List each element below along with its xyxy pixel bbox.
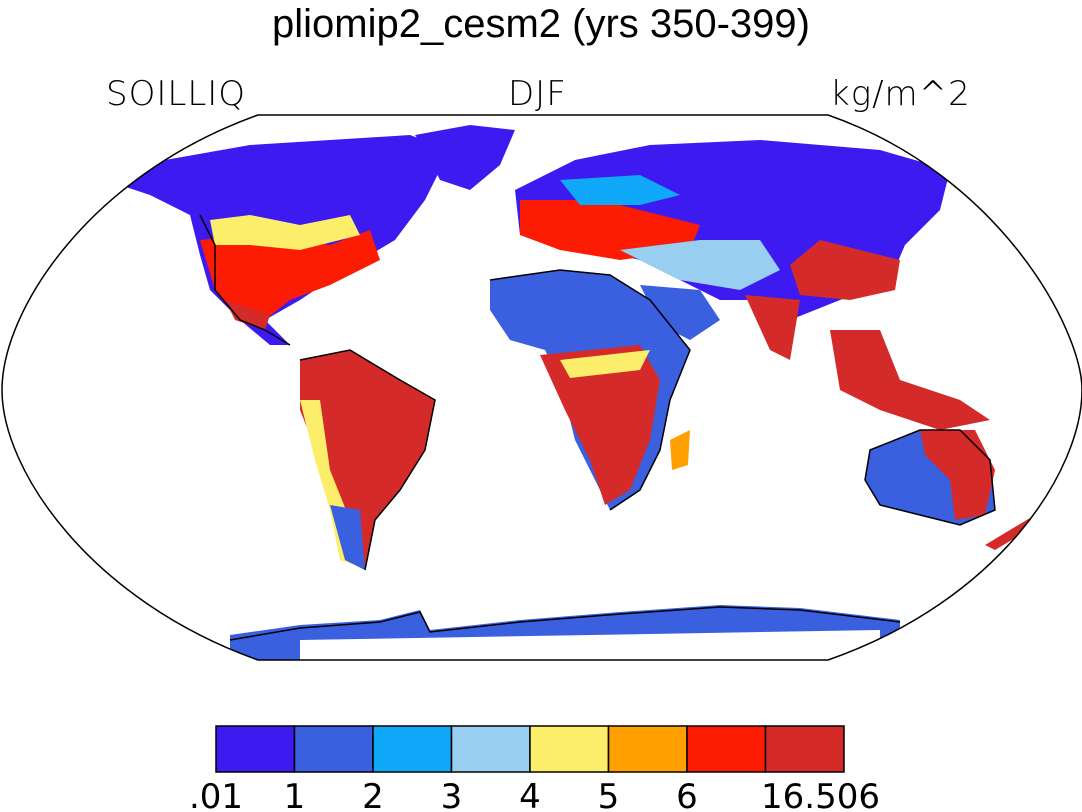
world-map [1, 114, 1082, 661]
colorbar-tick-label: 6 [676, 777, 698, 812]
colorbar-box [372, 725, 453, 773]
colorbar-box [686, 725, 767, 773]
colorbar-tick-label: 4 [519, 777, 541, 812]
units-label: kg/m^2 [830, 74, 971, 114]
colorbar-box [607, 725, 688, 773]
season-label: DJF [508, 74, 567, 114]
colorbar-tick-label: 5 [598, 777, 620, 812]
maritime-continent [830, 330, 990, 430]
colorbar-box [293, 725, 374, 773]
colorbar-tick-label: .01 [189, 777, 243, 812]
arabia [640, 285, 720, 340]
colorbar-box [215, 725, 296, 773]
colorbar-box [450, 725, 531, 773]
colorbar-tick-label: 16.506 [761, 777, 880, 812]
colorbar-tick-label: 2 [362, 777, 384, 812]
colorbar-box [529, 725, 610, 773]
greenland [415, 125, 515, 190]
map-boundary [1, 114, 1082, 661]
colorbar-tick-label: 3 [441, 777, 463, 812]
map-title: pliomip2_cesm2 (yrs 350-399) [271, 2, 810, 46]
colorbar-tick-label: 1 [284, 777, 306, 812]
south-america [300, 350, 435, 570]
variable-label: SOILLIQ [106, 74, 247, 114]
colorbar-box [764, 725, 845, 773]
